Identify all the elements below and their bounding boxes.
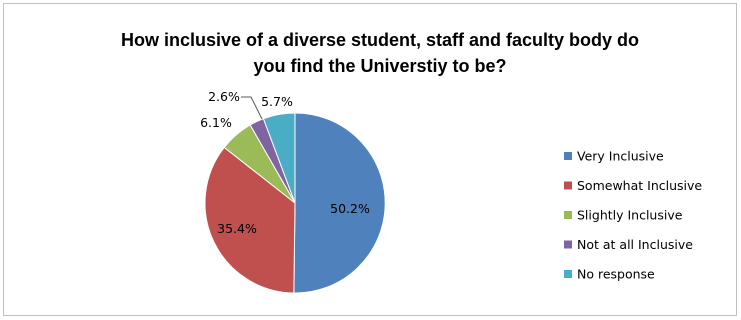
leader-lines — [241, 96, 263, 120]
data-label-not-at-all-inclusive: 2.6% — [208, 89, 240, 104]
legend-label-very-inclusive: Very Inclusive — [577, 149, 664, 164]
chart-title-line-1: How inclusive of a diverse student, staf… — [121, 30, 639, 50]
data-label-somewhat-inclusive: 35.4% — [217, 221, 257, 236]
legend-swatch-not-at-all-inclusive — [564, 240, 572, 249]
data-label-slightly-inclusive: 6.1% — [200, 115, 232, 130]
legend-swatch-very-inclusive — [564, 152, 572, 160]
pie-slice-very-inclusive — [293, 112, 386, 294]
leader-line-not-at-all-inclusive — [241, 96, 263, 120]
data-label-very-inclusive: 50.2% — [330, 201, 370, 216]
pie-slice-no-response — [262, 112, 296, 204]
legend-label-slightly-inclusive: Slightly Inclusive — [577, 208, 683, 223]
legend-swatch-somewhat-inclusive — [564, 181, 572, 190]
chart-title-line-2: you find the Universtiy to be? — [253, 56, 506, 76]
legend-label-no-response: No response — [577, 267, 655, 282]
legend-label-not-at-all-inclusive: Not at all Inclusive — [577, 237, 693, 252]
pie-slices — [204, 112, 386, 294]
legend-swatch-slightly-inclusive — [564, 211, 572, 219]
data-labels: 50.2% 35.4% 6.1% 2.6% 5.7% — [200, 89, 370, 236]
legend: Very Inclusive Somewhat Inclusive Slightly… — [564, 149, 702, 282]
pie-slice-somewhat-inclusive — [204, 146, 296, 294]
legend-label-somewhat-inclusive: Somewhat Inclusive — [577, 178, 702, 193]
legend-swatch-no-response — [564, 270, 572, 278]
data-label-no-response: 5.7% — [261, 94, 293, 109]
